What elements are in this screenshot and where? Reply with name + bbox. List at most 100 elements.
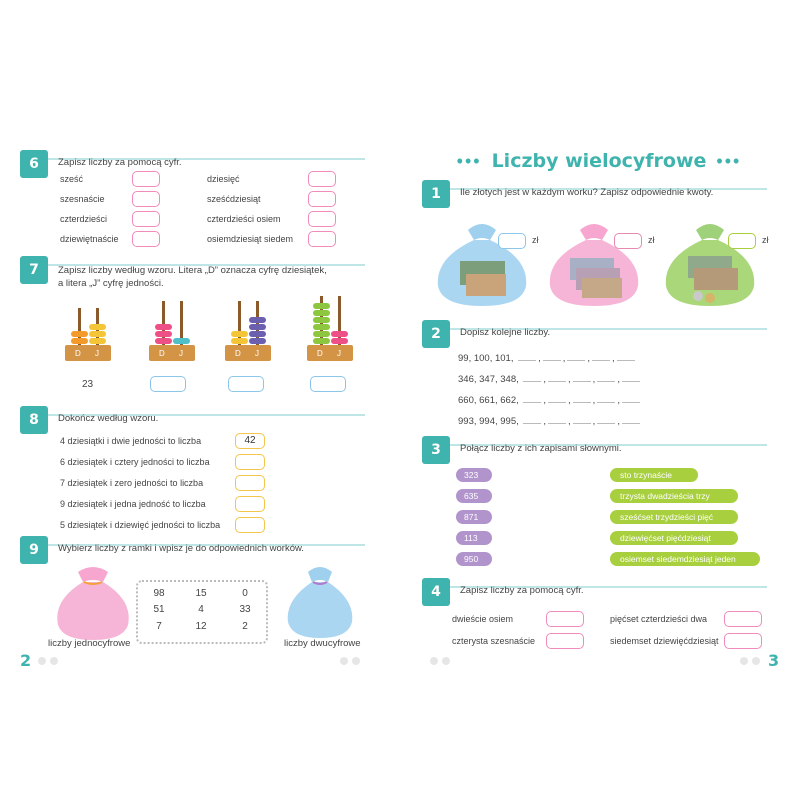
bag-label: liczby dwucyfrowe bbox=[284, 638, 361, 649]
answer-box[interactable]: 42 bbox=[235, 433, 265, 449]
tens-label: D bbox=[75, 349, 81, 358]
sentence: 9 dziesiątek i jedna jedność to liczba bbox=[60, 499, 206, 509]
pink-bag-icon bbox=[57, 567, 129, 640]
exercise-1: 1 Ile złotych jest w każdym worku? Zapis… bbox=[422, 180, 769, 312]
sequence-row: 660, 661, 662, ,,,, bbox=[458, 394, 642, 406]
grid-number: 98 bbox=[153, 588, 165, 599]
answer-box[interactable] bbox=[724, 611, 762, 627]
sequence-row: 993, 994, 995, ,,,, bbox=[458, 415, 642, 427]
tens-label: D bbox=[317, 349, 323, 358]
answer-box[interactable] bbox=[235, 517, 265, 533]
answer-box[interactable] bbox=[310, 376, 346, 392]
page-number-right: 3 bbox=[768, 651, 780, 670]
grid-number: 0 bbox=[242, 588, 248, 599]
answer-box[interactable] bbox=[235, 475, 265, 491]
ones-label: J bbox=[337, 349, 341, 358]
number-card[interactable]: 950 bbox=[456, 552, 492, 566]
amount-box[interactable] bbox=[728, 233, 756, 249]
answer-box[interactable] bbox=[308, 191, 336, 207]
ones-label: J bbox=[95, 349, 99, 358]
exercise-instruction: Dokończ według wzoru. bbox=[58, 413, 159, 424]
answer-box[interactable] bbox=[150, 376, 186, 392]
green-money-bag-icon bbox=[665, 224, 755, 306]
answer-box[interactable] bbox=[546, 633, 584, 649]
number-frame bbox=[136, 580, 268, 644]
page-number-left: 2 bbox=[20, 651, 32, 670]
answer-box[interactable] bbox=[546, 611, 584, 627]
sentence: 6 dziesiątek i cztery jedności to liczba bbox=[60, 457, 210, 467]
grid-number: 4 bbox=[198, 604, 204, 615]
sentence: 4 dziesiątki i dwie jedności to liczba bbox=[60, 436, 202, 446]
sequence-row: 346, 347, 348, ,,,, bbox=[458, 373, 642, 385]
footer-dot bbox=[752, 657, 760, 665]
answer-box[interactable] bbox=[132, 211, 160, 227]
word-label: dziewiętnaście bbox=[60, 234, 119, 244]
number-card[interactable]: 635 bbox=[456, 489, 492, 503]
word-card[interactable]: sześćset trzydzieści pięć bbox=[610, 510, 738, 524]
sequence-row: 99, 100, 101, ,,,, bbox=[458, 352, 637, 364]
word-label: szesnaście bbox=[60, 194, 105, 204]
ones-label: J bbox=[255, 349, 259, 358]
answer-box[interactable] bbox=[308, 211, 336, 227]
exercise-number: 9 bbox=[20, 536, 48, 564]
exercise-instruction: Zapisz liczby według wzoru. Litera „D” o… bbox=[58, 265, 327, 276]
word-card[interactable]: sto trzynaście bbox=[610, 468, 698, 482]
exercise-2: 2 Dopisz kolejne liczby. 99, 100, 101, ,… bbox=[422, 320, 767, 430]
pink-money-bag-icon bbox=[549, 224, 639, 306]
exercise-instruction: Zapisz liczby za pomocą cyfr. bbox=[58, 157, 182, 168]
word-label: siedemset dziewięćdziesiąt bbox=[610, 636, 719, 646]
currency-label: zł bbox=[648, 235, 655, 245]
number-card[interactable]: 871 bbox=[456, 510, 492, 524]
exercise-number: 6 bbox=[20, 150, 48, 178]
grid-number: 12 bbox=[195, 621, 207, 632]
footer-dot bbox=[50, 657, 58, 665]
footer-dot bbox=[442, 657, 450, 665]
word-label: dziesięć bbox=[207, 174, 240, 184]
word-label: czterysta szesnaście bbox=[452, 636, 536, 646]
exercise-3: 3 Połącz liczby z ich zapisami słownymi.… bbox=[422, 436, 767, 572]
amount-box[interactable] bbox=[614, 233, 642, 249]
amount-box[interactable] bbox=[498, 233, 526, 249]
word-label: pięćset czterdzieści dwa bbox=[610, 614, 708, 624]
footer-dot bbox=[352, 657, 360, 665]
exercise-instruction: Dopisz kolejne liczby. bbox=[460, 327, 551, 338]
answer-box[interactable] bbox=[132, 171, 160, 187]
word-label: sześć bbox=[60, 174, 84, 184]
exercise-instruction: Ile złotych jest w każdym worku? Zapisz … bbox=[460, 187, 714, 198]
word-card[interactable]: dziewięćset pięćdziesiąt bbox=[610, 531, 738, 545]
exercise-6: 6 Zapisz liczby za pomocą cyfr. sześć sz… bbox=[20, 150, 365, 250]
blue-bag-icon bbox=[287, 567, 353, 638]
number-card[interactable]: 323 bbox=[456, 468, 492, 482]
page-title: Liczby wielocyfrowe bbox=[491, 150, 707, 172]
footer-dot bbox=[430, 657, 438, 665]
answer-box[interactable] bbox=[308, 171, 336, 187]
number-card[interactable]: 113 bbox=[456, 531, 492, 545]
exercise-instruction: Zapisz liczby za pomocą cyfr. bbox=[460, 585, 584, 596]
sentence: 7 dziesiątek i zero jedności to liczba bbox=[60, 478, 204, 488]
exercise-number: 4 bbox=[422, 578, 450, 606]
answer-box[interactable] bbox=[132, 231, 160, 247]
exercise-4: 4 Zapisz liczby za pomocą cyfr. dwieście… bbox=[422, 578, 767, 649]
exercise-8: 8 Dokończ według wzoru. 4 dziesiątki i d… bbox=[20, 406, 365, 533]
decorative-dots: ••• bbox=[456, 150, 482, 171]
grid-number: 33 bbox=[239, 604, 251, 615]
answer-box[interactable] bbox=[308, 231, 336, 247]
answer-box[interactable] bbox=[132, 191, 160, 207]
grid-number: 7 bbox=[156, 621, 162, 632]
sentence: 5 dziesiątek i dziewięć jedności to licz… bbox=[60, 520, 221, 530]
exercise-instruction-2: a litera „J” cyfrę jedności. bbox=[58, 278, 164, 289]
answer-box[interactable] bbox=[228, 376, 264, 392]
currency-label: zł bbox=[532, 235, 539, 245]
answer-box[interactable] bbox=[235, 496, 265, 512]
answer-box[interactable] bbox=[235, 454, 265, 470]
blue-money-bag-icon bbox=[437, 224, 527, 306]
word-card[interactable]: osiemset siedemdziesiąt jeden bbox=[610, 552, 760, 566]
grid-number: 51 bbox=[153, 604, 165, 615]
word-label: sześćdziesiąt bbox=[207, 194, 261, 204]
grid-number: 15 bbox=[195, 588, 207, 599]
exercise-instruction: Połącz liczby z ich zapisami słownymi. bbox=[460, 443, 622, 454]
footer-dot bbox=[740, 657, 748, 665]
word-label: osiemdziesiąt siedem bbox=[207, 234, 294, 244]
answer-box[interactable] bbox=[724, 633, 762, 649]
word-card[interactable]: trzysta dwadzieścia trzy bbox=[610, 489, 738, 503]
